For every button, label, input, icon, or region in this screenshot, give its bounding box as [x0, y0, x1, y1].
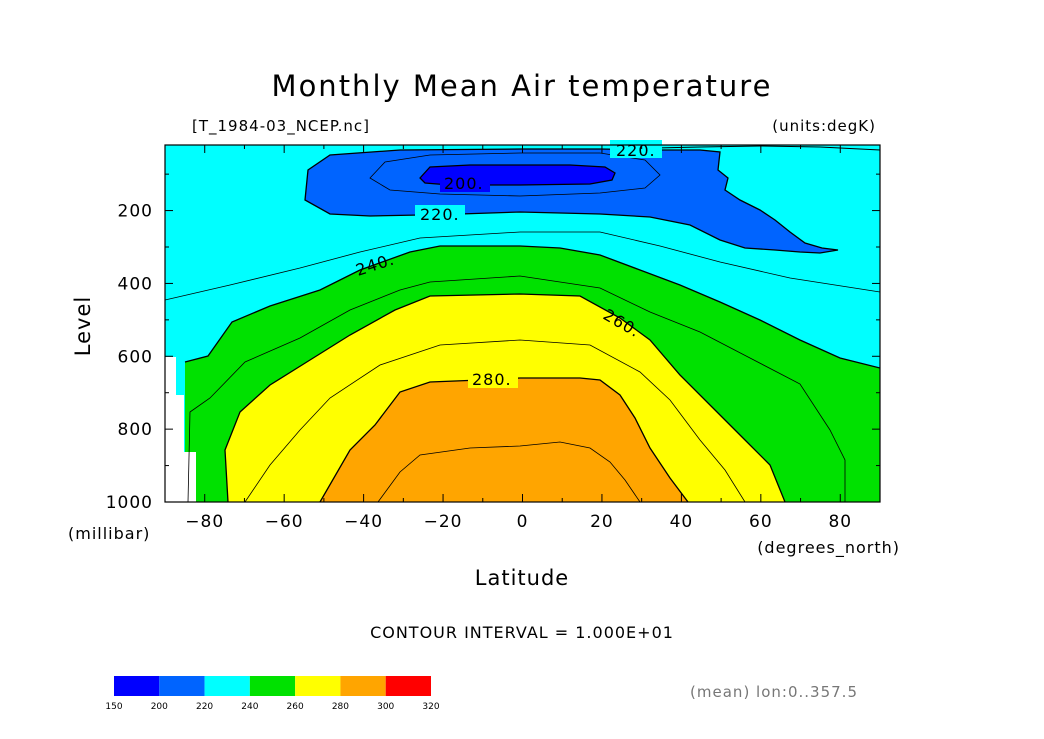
colorbar-level-label: 200 — [151, 702, 168, 712]
y-tick-label: 600 — [118, 347, 153, 367]
x-tick-label: 0 — [517, 512, 529, 532]
x-tick-label: 80 — [828, 512, 852, 532]
contour-label-200: 200. — [444, 174, 484, 193]
colorbar-swatch — [385, 676, 431, 696]
units-label: (units:degK) — [772, 117, 876, 135]
contour-line-270 — [244, 339, 746, 502]
contour-label-280: 280. — [472, 370, 512, 389]
x-tick-label: −60 — [265, 512, 304, 532]
contour-line-230 — [165, 231, 880, 301]
contour-interval-text: CONTOUR INTERVAL = 1.000E+01 — [370, 623, 674, 642]
colorbar-swatch — [249, 676, 296, 696]
x-tick-label: 40 — [670, 512, 694, 532]
colorbar-level-label: 280 — [332, 702, 349, 712]
x-axis-title: Latitude — [475, 566, 569, 590]
x-tick-label: −40 — [344, 512, 383, 532]
colorbar-swatch — [204, 676, 250, 696]
contour-line-210 — [369, 152, 661, 197]
x-axis: −80 −60 −40 −20 0 20 40 60 80 — [164, 145, 881, 532]
x-tick-label: 60 — [749, 512, 773, 532]
colorbar-level-label: 260 — [287, 702, 304, 712]
contour-label-220-lower: 220. — [420, 205, 460, 224]
contour-line-290 — [377, 441, 641, 502]
x-tick-label: −80 — [185, 512, 224, 532]
colorbar-swatch — [114, 676, 160, 696]
y-tick-label: 1000 — [106, 493, 153, 513]
file-label: [T_1984-03_NCEP.nc] — [192, 117, 370, 136]
colorbar: 150 200 220 240 260 280 300 320 — [105, 676, 440, 712]
colorbar-level-label: 300 — [377, 702, 394, 712]
x-tick-label: −20 — [424, 512, 463, 532]
colorbar-level-label: 320 — [422, 702, 439, 712]
averaging-note: (mean) lon:0..357.5 — [690, 683, 858, 701]
missing-data-region — [165, 357, 196, 502]
contour-lines — [165, 145, 880, 502]
contour-line-250 — [187, 275, 846, 502]
contour-label-220-upper: 220. — [616, 141, 656, 160]
band-280-300 — [320, 378, 688, 502]
y-axis: 200 400 600 800 1000 — [106, 173, 880, 513]
chart-title: Monthly Mean Air temperature — [272, 69, 773, 103]
contour-line-240 — [184, 245, 880, 369]
y-axis-unit: (millibar) — [68, 524, 150, 543]
y-tick-label: 400 — [118, 274, 153, 294]
colorbar-swatch — [159, 676, 205, 696]
colorbar-swatch — [340, 676, 386, 696]
colorbar-level-label: 220 — [196, 702, 213, 712]
colorbar-swatch — [295, 676, 341, 696]
contour-fills — [165, 145, 880, 502]
contour-line-260 — [224, 293, 786, 502]
y-tick-label: 200 — [118, 202, 153, 222]
y-tick-label: 800 — [118, 420, 153, 440]
x-tick-label: 20 — [590, 512, 614, 532]
x-axis-unit: (degrees_north) — [757, 538, 900, 558]
contour-line-280 — [319, 377, 689, 502]
colorbar-level-label: 240 — [241, 702, 258, 712]
colorbar-level-label: 150 — [105, 702, 122, 712]
y-axis-title: Level — [71, 296, 95, 356]
